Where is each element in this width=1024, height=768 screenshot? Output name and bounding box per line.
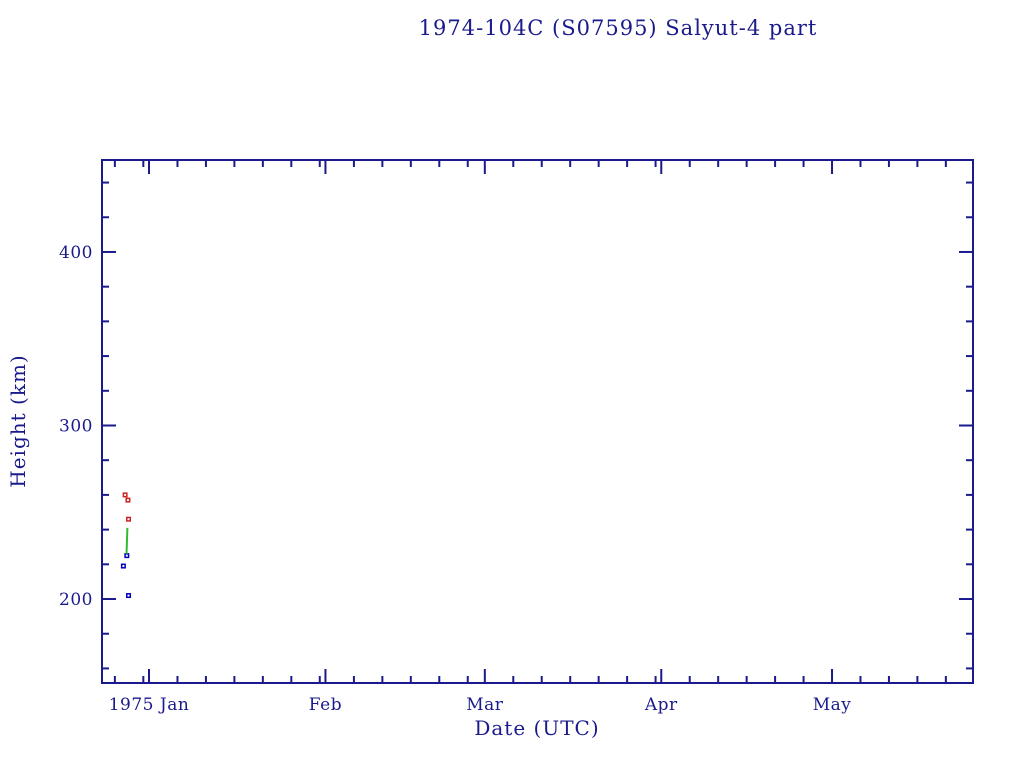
y-axis-title: Height (km) [6, 354, 30, 488]
x-axis-title: Date (UTC) [474, 716, 600, 740]
y-tick-label: 200 [59, 590, 93, 610]
y-tick-label: 300 [59, 416, 93, 436]
x-tick-label: Apr [644, 695, 678, 715]
x-tick-label: Mar [466, 695, 504, 715]
y-tick-label: 400 [59, 243, 93, 263]
perigee-height-point-center [122, 565, 125, 568]
mean-height-segment [125, 527, 129, 554]
apogee-height-point-center [124, 493, 127, 496]
apogee-height-point-center [126, 499, 129, 502]
apogee-height-point-center [127, 518, 130, 521]
x-tick-label: Feb [309, 695, 342, 715]
x-tick-label: May [813, 695, 852, 715]
perigee-height-point-center [127, 594, 130, 597]
perigee-height-point-center [125, 554, 128, 557]
plot-frame [101, 159, 974, 684]
chart-title: 1974-104C (S07595) Salyut-4 part [418, 16, 818, 40]
x-tick-label: 1975 Jan [109, 695, 190, 715]
